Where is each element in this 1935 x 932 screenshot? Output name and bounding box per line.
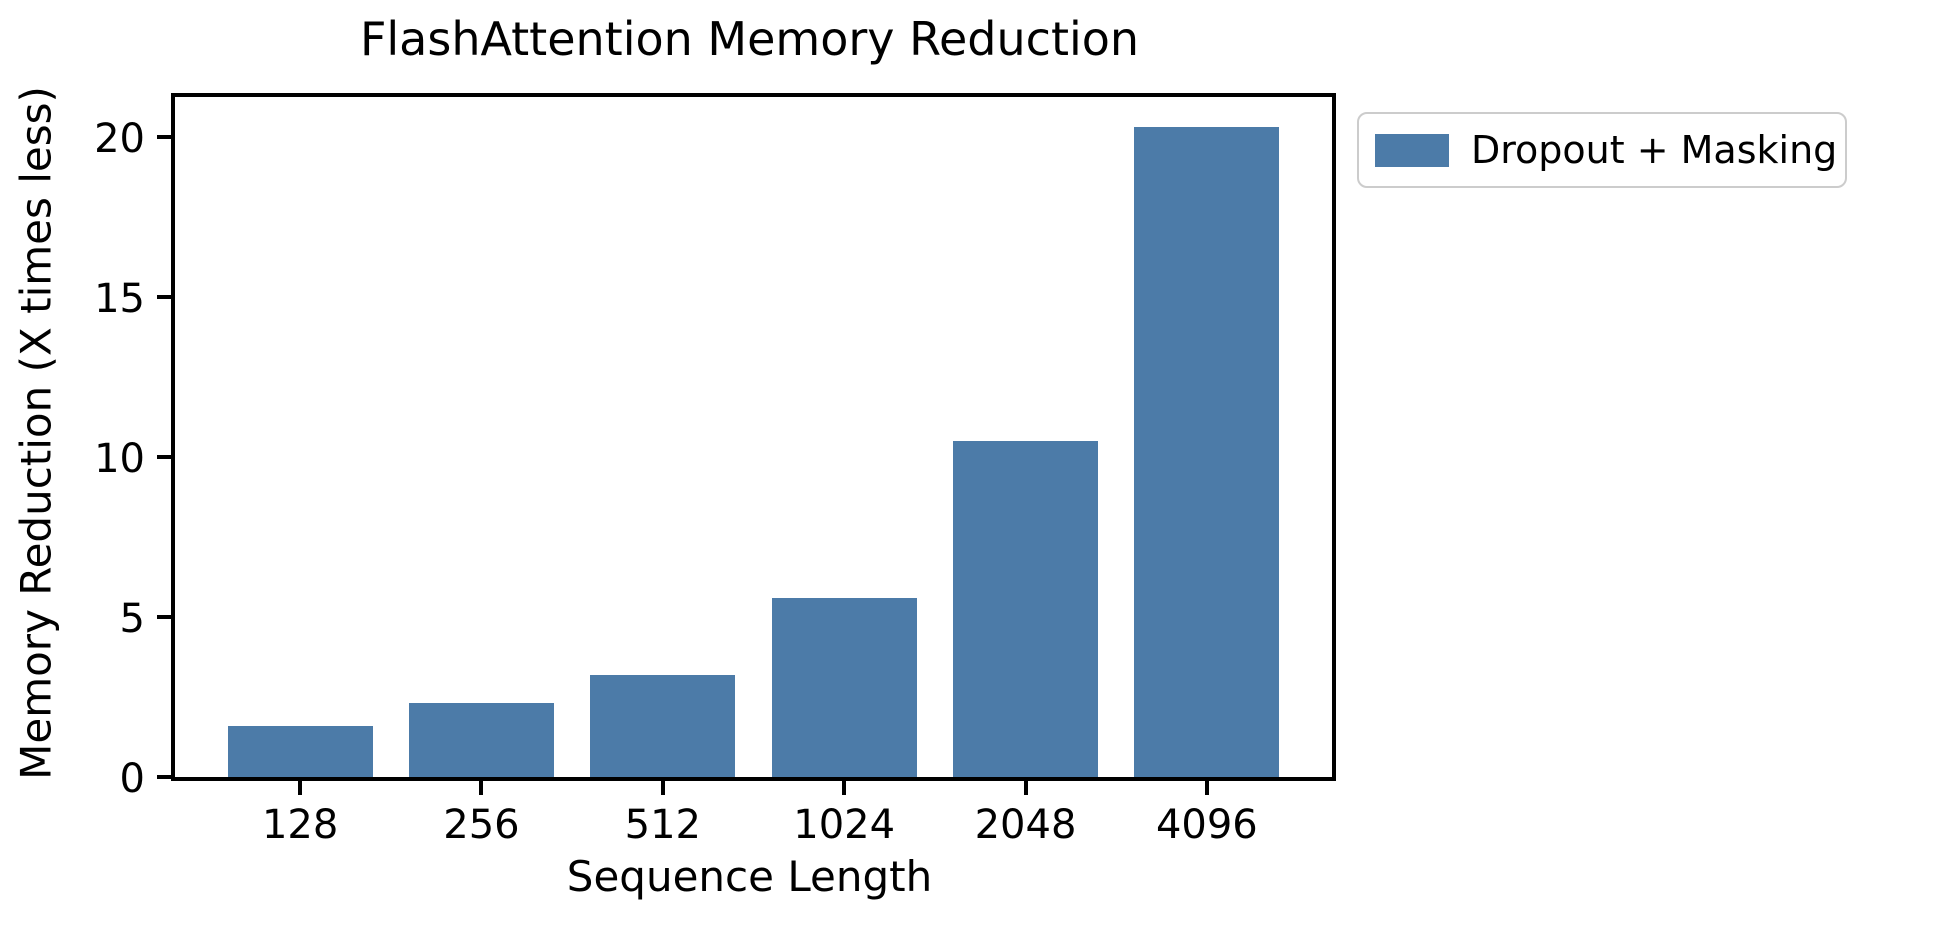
y-tick-mark xyxy=(157,615,171,619)
y-tick-label: 20 xyxy=(94,116,145,162)
x-tick-label: 256 xyxy=(443,802,520,848)
chart-title: FlashAttention Memory Reduction xyxy=(359,12,1140,66)
y-tick-mark xyxy=(157,135,171,139)
x-tick-mark xyxy=(1023,781,1028,795)
bar-4096 xyxy=(1134,127,1280,777)
x-axis-label: Sequence Length xyxy=(566,852,933,901)
y-tick-label: 5 xyxy=(119,596,145,642)
legend-label: Dropout + Masking xyxy=(1471,128,1838,172)
x-tick-label: 512 xyxy=(624,802,701,848)
y-tick-label: 0 xyxy=(119,756,145,802)
y-tick-mark xyxy=(157,295,171,299)
x-tick-label: 2048 xyxy=(974,802,1077,848)
y-tick-mark xyxy=(157,775,171,779)
x-tick-mark xyxy=(660,781,665,795)
bar-256 xyxy=(408,703,555,777)
plot-area xyxy=(171,93,1336,781)
x-tick-mark xyxy=(479,781,484,795)
legend: Dropout + Masking xyxy=(1357,112,1847,188)
x-tick-mark xyxy=(1204,781,1209,795)
y-axis-label: Memory Reduction (X times less) xyxy=(11,86,61,780)
x-tick-mark xyxy=(298,781,303,795)
bar-128 xyxy=(227,725,373,777)
y-tick-mark xyxy=(157,455,171,459)
y-tick-label: 15 xyxy=(94,276,145,322)
x-tick-label: 128 xyxy=(261,802,339,848)
bar-1024 xyxy=(771,597,917,777)
x-tick-mark xyxy=(842,781,847,795)
legend-swatch xyxy=(1375,133,1449,167)
y-tick-label: 10 xyxy=(94,436,145,482)
bar-512 xyxy=(590,674,736,777)
x-tick-label: 4096 xyxy=(1155,802,1258,848)
bar-2048 xyxy=(952,441,1099,777)
x-tick-label: 1024 xyxy=(793,802,896,848)
